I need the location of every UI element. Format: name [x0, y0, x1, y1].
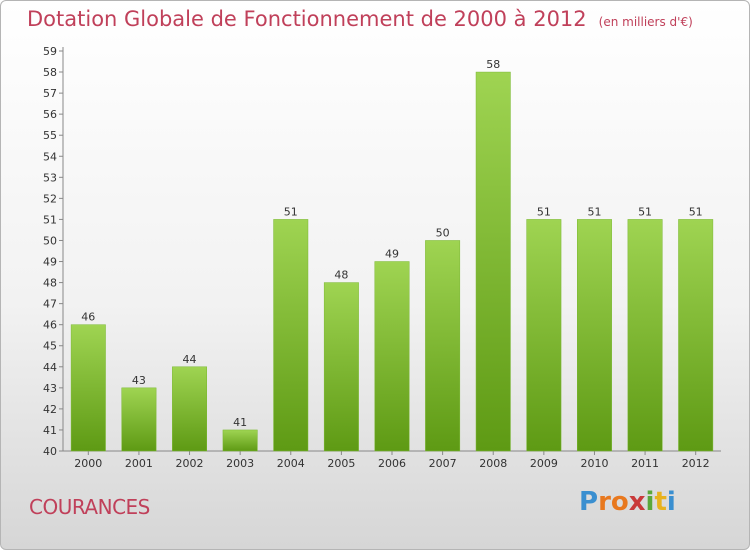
x-tick-label: 2010 [580, 457, 608, 470]
proxiti-logo: Proxiti [579, 487, 676, 517]
x-tick-label: 2000 [74, 457, 102, 470]
data-label: 58 [486, 58, 500, 71]
logo-letter: o [610, 487, 629, 517]
data-label: 44 [183, 353, 197, 366]
data-label: 51 [638, 205, 652, 218]
bar [323, 282, 359, 452]
bar [425, 240, 461, 452]
y-tick-label: 49 [43, 256, 57, 269]
bar [475, 71, 511, 452]
data-label: 43 [132, 374, 146, 387]
y-tick-label: 46 [43, 319, 57, 332]
y-axis: 40 41 42 43 44 45 46 47 48 49 50 51 52 53 54 55 56 57 58 59 [43, 45, 64, 458]
bar [526, 219, 562, 452]
y-tick-label: 41 [43, 424, 57, 437]
y-tick-label: 58 [43, 66, 57, 79]
commune-name: COURANCES [29, 495, 150, 519]
logo-letter: x [628, 487, 646, 517]
bar [627, 219, 663, 452]
data-label: 50 [436, 226, 450, 239]
y-tick-label: 55 [43, 129, 57, 142]
x-tick-label: 2004 [277, 457, 305, 470]
data-label: 51 [689, 205, 703, 218]
y-tick-label: 50 [43, 234, 57, 247]
bar [273, 219, 309, 452]
x-tick-label: 2007 [429, 457, 457, 470]
y-tick-label: 44 [43, 361, 57, 374]
data-label: 51 [284, 205, 298, 218]
y-tick-label: 52 [43, 192, 57, 205]
logo-letter: i [666, 487, 676, 517]
y-tick-label: 57 [43, 87, 57, 100]
x-tick-label: 2002 [176, 457, 204, 470]
y-tick-label: 51 [43, 213, 57, 226]
bar [222, 429, 258, 452]
y-tick-label: 53 [43, 171, 57, 184]
logo-letter: P [579, 487, 599, 517]
x-tick-label: 2006 [378, 457, 406, 470]
y-tick-label: 43 [43, 382, 57, 395]
data-label: 49 [385, 248, 399, 261]
data-label: 48 [334, 269, 348, 282]
bar [70, 324, 106, 452]
chart-title-text: Dotation Globale de Fonctionnement de 20… [27, 7, 587, 31]
y-tick-label: 56 [43, 108, 57, 121]
x-tick-label: 2011 [631, 457, 659, 470]
data-label: 51 [587, 205, 601, 218]
x-tick-label: 2001 [125, 457, 153, 470]
y-tick-label: 40 [43, 445, 57, 458]
data-label: 51 [537, 205, 551, 218]
logo-letter: t [654, 487, 667, 517]
y-tick-label: 45 [43, 340, 57, 353]
y-tick-label: 47 [43, 298, 57, 311]
chart-unit: (en milliers d'€) [598, 15, 693, 29]
bar [577, 219, 612, 452]
bar [172, 366, 207, 452]
chart-title: Dotation Globale de Fonctionnement de 20… [27, 7, 693, 31]
x-axis: 2000 2001 2002 2003 2004 2005 2006 2007 2008 2009… [63, 450, 721, 470]
bar [374, 261, 410, 452]
logo-letter: i [645, 487, 655, 517]
bar [121, 387, 157, 452]
y-tick-label: 59 [43, 45, 57, 58]
data-label: 46 [81, 311, 95, 324]
logo-letter: r [598, 487, 611, 517]
y-tick-label: 42 [43, 403, 57, 416]
data-labels: 46 43 44 41 51 48 49 50 58 51 51 51 51 [81, 58, 702, 429]
x-tick-label: 2005 [327, 457, 355, 470]
data-label: 41 [233, 416, 247, 429]
x-tick-label: 2012 [682, 457, 710, 470]
x-tick-label: 2009 [530, 457, 558, 470]
y-tick-label: 54 [43, 150, 57, 163]
bars [70, 71, 714, 452]
x-tick-label: 2008 [479, 457, 507, 470]
y-tick-label: 48 [43, 277, 57, 290]
x-tick-label: 2003 [226, 457, 254, 470]
bar [678, 219, 714, 452]
